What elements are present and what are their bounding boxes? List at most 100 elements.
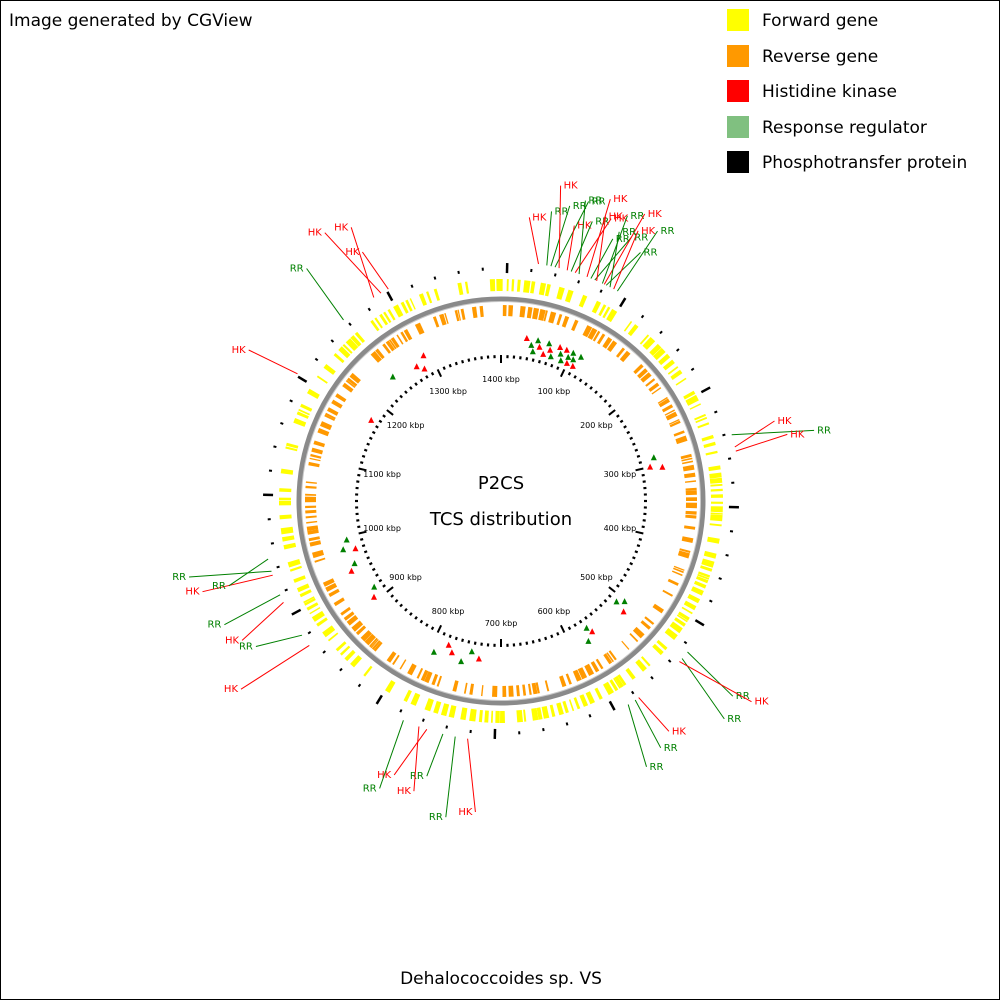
tcs-marker [585,637,592,644]
reverse-gene-segment [305,509,317,514]
callout-line [586,199,611,278]
phosphotransfer-mark [276,565,280,569]
callout-label: HK [755,697,770,708]
forward-gene-segment [568,699,575,712]
reverse-gene-segment [661,404,674,413]
forward-gene-segment [669,621,683,634]
callout-line [393,729,428,776]
forward-gene-segment [457,282,464,296]
scale-minor-tick [629,562,634,566]
forward-gene-segment [635,659,647,672]
forward-gene-segment [354,331,365,343]
scale-minor-tick [390,404,395,408]
tcs-marker [557,350,564,357]
reverse-gene-segment [313,440,325,448]
forward-gene-segment [280,526,294,535]
scale-minor-tick [461,638,465,643]
forward-gene-segment [710,512,723,515]
reverse-gene-segment [584,663,595,676]
forward-gene-segment [710,483,723,487]
phosphotransfer-mark [339,667,343,672]
reverse-gene-segment [645,378,656,387]
legend-label-histidine-kinase: Histidine kinase [762,82,897,102]
phosphotransfer-mark [273,445,277,449]
reverse-gene-segment [684,525,696,530]
forward-gene-segment [385,680,396,693]
scale-minor-tick [550,634,554,639]
forward-gene-segment [309,607,321,615]
reverse-gene-segment [355,625,367,636]
callout-line [634,699,662,749]
reverse-gene-segment [481,685,484,697]
phosphotransfer-mark [280,421,284,425]
legend-label-phosphotransfer-protein: Phosphotransfer protein [762,153,968,173]
phosphotransfer-mark [421,718,425,722]
phosphotransfer-mark [619,297,627,308]
tick-label-1200: 1200 kbp [387,421,425,430]
reverse-gene-segment [519,306,526,318]
callout-label: HK [458,807,473,818]
forward-gene-segment [683,390,696,400]
reverse-gene-segment [452,680,459,692]
callout-line [241,602,284,641]
forward-gene-segment [562,700,569,714]
callout-line [228,558,269,587]
reverse-gene-segment [375,348,385,360]
callout-line [445,736,456,818]
callout-line [566,225,575,271]
reverse-gene-segment [416,668,424,679]
legend-item-forward-gene: Forward gene [727,9,967,45]
tcs-marker [468,648,475,655]
reverse-gene-segment [632,626,645,639]
phosphotransfer-mark [542,727,545,732]
scale-minor-tick [619,578,624,583]
forward-gene-segment [711,501,723,504]
scale-minor-tick [567,371,572,376]
callout-line [609,231,620,288]
phosphotransfer-mark [690,367,695,371]
callout-label: HK [232,345,247,356]
scale-minor-tick [578,378,583,383]
phosphotransfer-mark [386,291,394,302]
tick-label-1000: 1000 kbp [363,524,401,533]
scale-minor-tick [366,556,370,560]
scale-minor-tick [616,414,620,418]
callout-line [426,733,444,777]
tcs-marker [535,337,542,344]
scale-minor-tick [636,544,641,548]
callout-label: RR [172,572,186,583]
scale-minor-tick [636,454,641,458]
callout-label: HK [224,684,239,695]
reverse-gene-segment [340,606,351,616]
tcs-marker [547,353,554,360]
forward-gene-segment [639,334,650,345]
reverse-gene-segment [327,407,339,416]
reverse-gene-segment [369,637,378,648]
scale-minor-tick [607,594,612,598]
backbone-highlight [301,301,701,701]
forward-gene-segment [653,347,666,361]
forward-gene-segment [496,279,503,291]
forward-gene-segment [656,639,668,651]
forward-gene-segment [694,413,706,421]
legend: Forward gene Reverse gene Histidine kina… [727,9,967,187]
reverse-gene-segment [382,343,391,354]
callout-label: RR [290,264,304,275]
callout-label: RR [817,425,831,436]
callout-label: RR [410,771,424,782]
reverse-gene-segment [561,315,570,328]
reverse-gene-segment [685,490,697,496]
scale-minor-tick [619,419,624,424]
callout-label: RR [239,642,253,653]
scale-minor-tick [603,399,608,403]
scale-minor-tick [366,442,370,446]
tcs-marker [536,343,543,350]
tick-labels: 100 kbp 200 kbp 300 kbp 400 kbp 500 kbp … [363,375,636,628]
reverse-gene-segment [309,540,322,547]
scale-minor-tick [371,430,376,435]
forward-gene-segment [677,611,690,621]
scale-minor-tick [638,461,643,465]
phosphotransfer-mark [676,348,680,352]
callout-line [613,230,639,290]
phosphotransfer-mark [314,357,319,362]
